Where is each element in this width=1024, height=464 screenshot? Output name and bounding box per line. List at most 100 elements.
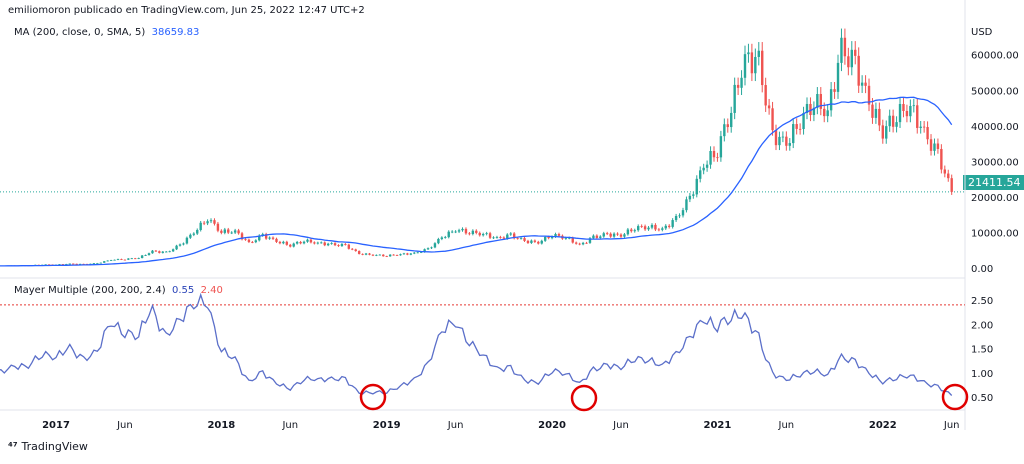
candle xyxy=(550,236,554,239)
candle xyxy=(144,255,147,256)
time-axis-tick: Jun xyxy=(281,420,298,431)
candle xyxy=(750,52,754,74)
candle xyxy=(251,242,254,243)
candle xyxy=(826,110,829,117)
tradingview-icon: ⁴⁷ xyxy=(8,440,22,453)
candle xyxy=(189,234,192,238)
time-axis-tick: 2022 xyxy=(869,420,897,431)
candle xyxy=(464,228,468,234)
brand-label: TradingView xyxy=(21,440,88,453)
candle xyxy=(812,107,816,116)
candle xyxy=(754,56,757,74)
candle xyxy=(836,62,840,92)
candle xyxy=(802,112,805,130)
candle xyxy=(809,103,812,116)
candle xyxy=(120,259,123,260)
candle xyxy=(282,241,285,244)
candle xyxy=(478,232,481,236)
candle xyxy=(320,242,323,244)
candle xyxy=(574,242,578,244)
candle xyxy=(643,226,647,230)
price-axis-tick: 10000.00 xyxy=(971,228,1019,239)
candle xyxy=(557,234,561,236)
candle xyxy=(299,241,302,244)
price-axis-tick: 40000.00 xyxy=(971,122,1019,133)
candle xyxy=(289,244,292,247)
candle xyxy=(902,104,905,111)
last-price-badge: 21411.54 xyxy=(963,175,1024,190)
candle xyxy=(413,252,416,254)
candle xyxy=(261,234,264,236)
candle xyxy=(388,254,392,257)
candle xyxy=(654,224,657,230)
ma-line xyxy=(0,96,953,267)
candle xyxy=(650,224,654,228)
candle xyxy=(123,259,127,261)
candle xyxy=(688,195,692,200)
candle xyxy=(719,136,723,158)
candle xyxy=(891,115,895,127)
candle xyxy=(905,110,909,117)
candle xyxy=(495,237,499,238)
candle xyxy=(723,124,726,137)
candle xyxy=(712,150,716,158)
candle xyxy=(716,157,719,159)
candle xyxy=(606,233,609,235)
candle xyxy=(61,264,65,265)
candle xyxy=(685,199,688,211)
candle xyxy=(733,84,736,113)
candle xyxy=(185,237,189,244)
candle xyxy=(695,178,698,195)
candle xyxy=(285,241,289,245)
candle xyxy=(309,239,313,243)
candle xyxy=(805,103,809,113)
mm-legend-threshold: 2.40 xyxy=(200,285,223,296)
candle xyxy=(240,233,244,240)
candle xyxy=(885,126,888,139)
candle xyxy=(860,82,864,86)
candle xyxy=(171,249,175,252)
candle xyxy=(640,226,643,227)
candle xyxy=(402,253,406,255)
publisher-info: emiliomoron publicado en TradingView.com… xyxy=(8,5,365,16)
candle xyxy=(674,215,678,221)
candle xyxy=(681,210,685,216)
candle xyxy=(626,229,630,235)
candle xyxy=(792,124,795,144)
candle xyxy=(840,37,843,63)
candle xyxy=(419,252,423,253)
candle xyxy=(209,220,213,222)
candle xyxy=(485,233,488,235)
candle xyxy=(151,250,154,254)
candle xyxy=(929,139,933,151)
candle xyxy=(268,237,271,239)
candle xyxy=(747,52,750,55)
candle xyxy=(165,251,168,253)
time-axis-tick: 2020 xyxy=(538,420,566,431)
candle xyxy=(709,150,712,165)
candle xyxy=(512,233,516,239)
candle xyxy=(926,127,929,140)
candle xyxy=(864,82,867,86)
candle xyxy=(475,230,478,233)
candle xyxy=(426,248,430,250)
tradingview-logo[interactable]: ⁴⁷ TradingView xyxy=(8,440,88,453)
candle xyxy=(774,130,778,146)
candle xyxy=(647,227,650,230)
candle xyxy=(44,264,47,266)
candle xyxy=(409,253,413,255)
candle xyxy=(912,105,916,107)
candle xyxy=(137,258,140,259)
currency-label: USD xyxy=(971,27,993,38)
candle xyxy=(395,255,399,256)
price-axis-tick: 60000.00 xyxy=(971,51,1019,62)
candle xyxy=(368,253,371,255)
candle xyxy=(258,235,261,241)
candle xyxy=(761,50,764,86)
candle xyxy=(344,244,347,245)
candle xyxy=(216,223,220,231)
highlight-circle xyxy=(941,383,969,411)
candle xyxy=(633,230,636,232)
candle xyxy=(423,249,426,253)
